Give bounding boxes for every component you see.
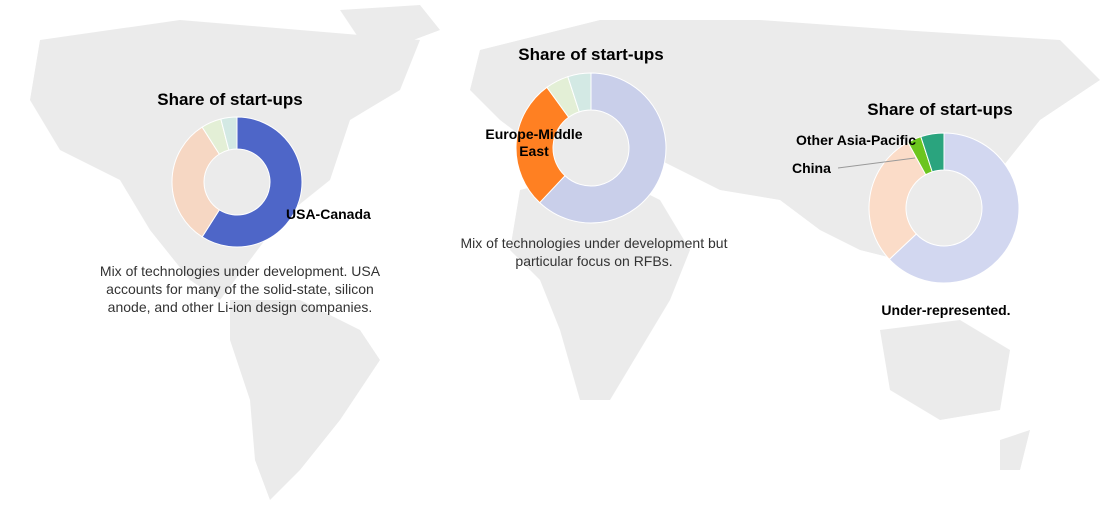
- donut-slice: [171, 126, 221, 238]
- slice-label: Europe-Middle East: [485, 126, 583, 159]
- chart-title: Share of start-ups: [518, 45, 664, 64]
- slice-label: China: [792, 160, 831, 176]
- leader-line: [837, 157, 916, 169]
- chart-title: Share of start-ups: [157, 90, 303, 109]
- donut-slice: [567, 72, 592, 113]
- donut-slice: [888, 132, 1020, 284]
- chart-title: Share of start-ups: [867, 100, 1013, 119]
- donut-slice: [201, 116, 303, 248]
- chart-note: Mix of technologies under development. U…: [99, 263, 381, 315]
- donut-hole: [553, 110, 629, 186]
- donut-slice: [920, 132, 945, 173]
- slice-label: USA-Canada: [286, 206, 371, 222]
- donut-slice: [515, 86, 570, 204]
- slice-label: Other Asia-Pacific: [796, 132, 917, 148]
- donut-hole: [204, 149, 270, 215]
- donut-hole: [906, 170, 982, 246]
- donut-slice: [868, 141, 927, 261]
- donut-slice: [220, 116, 238, 151]
- chart-note: Under-represented.: [881, 302, 1011, 318]
- chart-note: Mix of technologies under development bu…: [460, 235, 728, 269]
- donut-slice: [538, 72, 667, 224]
